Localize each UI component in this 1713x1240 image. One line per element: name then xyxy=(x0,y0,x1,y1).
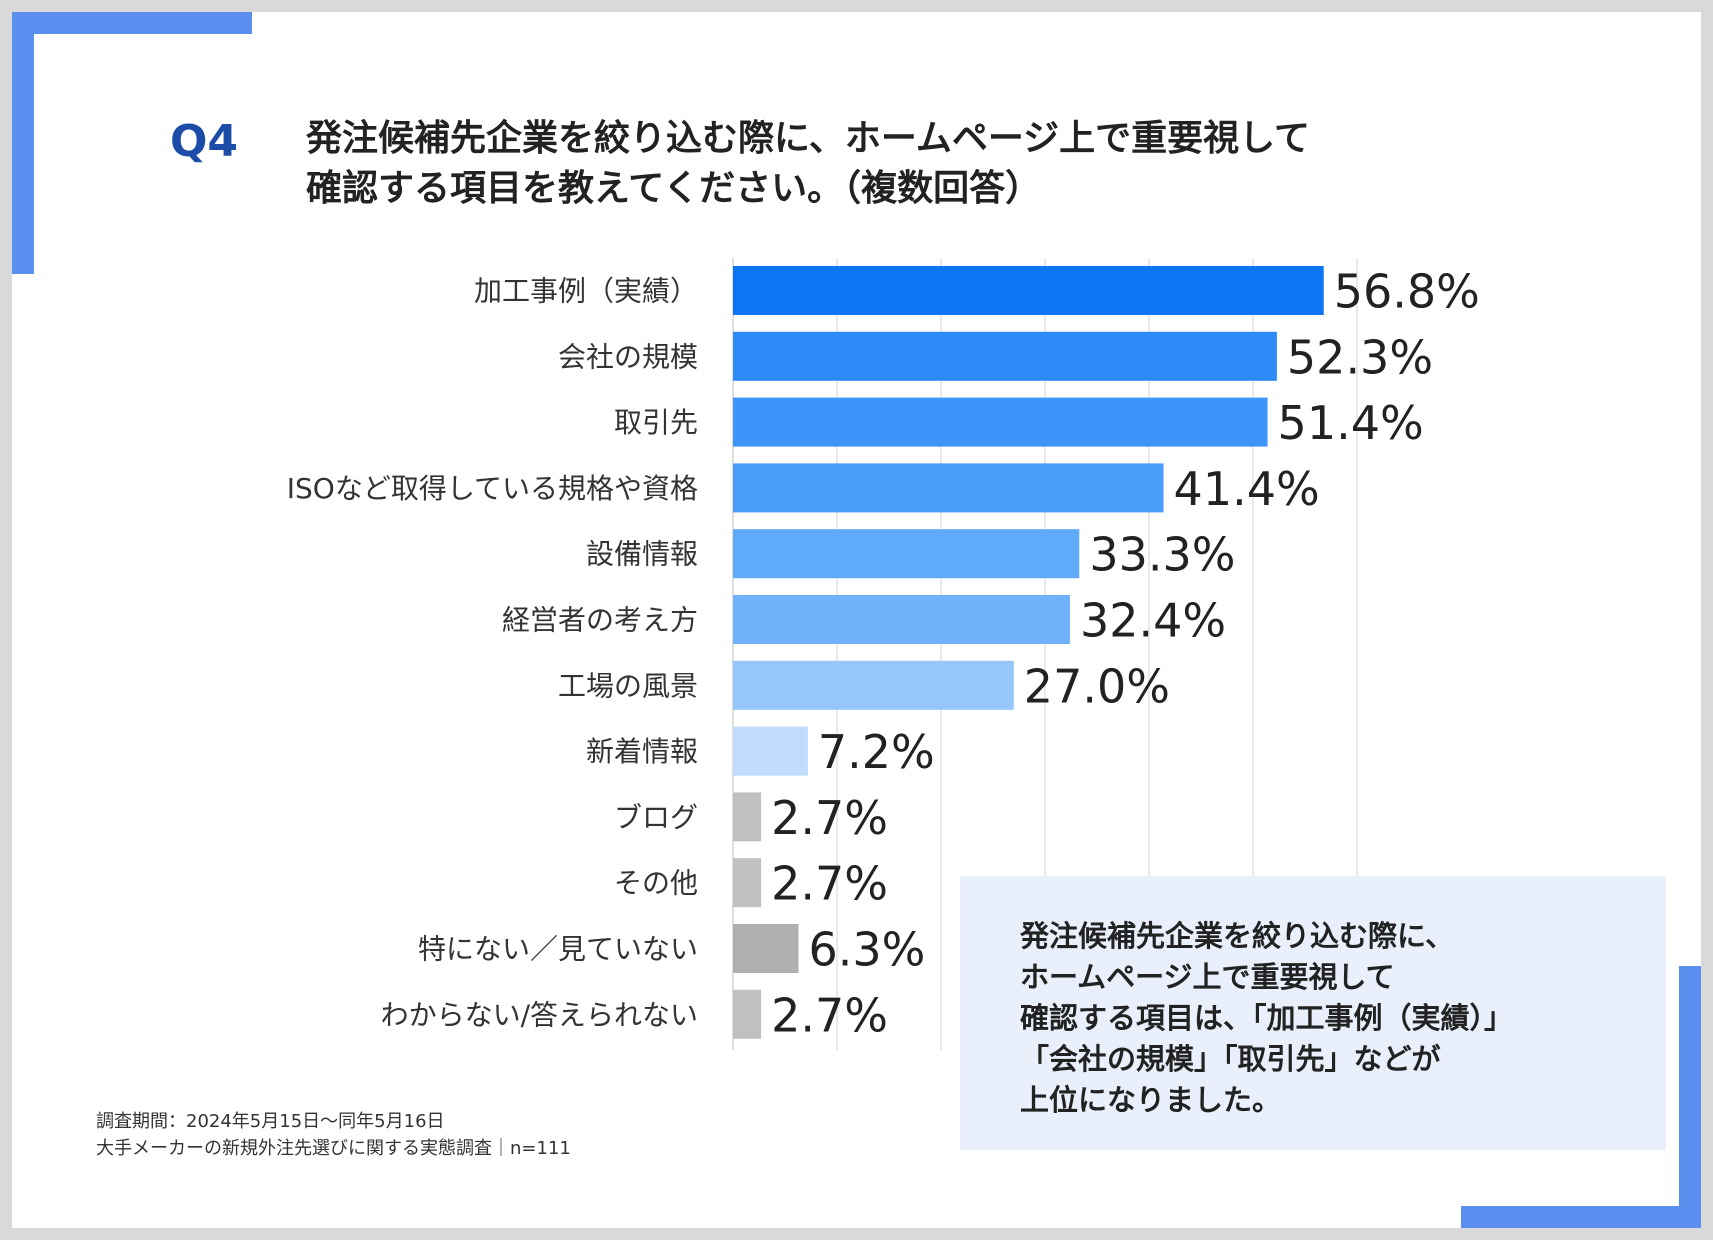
summary-line2: ホームページ上で重要視して xyxy=(1020,960,1395,994)
question-title: 発注候補先企業を絞り込む際に、ホームページ上で重要視して 確認する項目を教えてく… xyxy=(306,114,1506,214)
corner-accent-bottom-right-horizontal xyxy=(1461,1206,1701,1228)
survey-name: 大手メーカーの新規外注先選びに関する実態調査｜n=111 xyxy=(96,1138,571,1159)
question-title-line1: 発注候補先企業を絞り込む際に、ホームページ上で重要視して xyxy=(306,118,1311,159)
footnote: 調査期間：2024年5月15日～同年5月16日 大手メーカーの新規外注先選びに関… xyxy=(96,1108,571,1162)
corner-accent-top-left xyxy=(12,12,34,274)
summary-line4: 「会社の規模」「取引先」などが xyxy=(1020,1042,1441,1076)
summary-line3: 確認する項目は、「加工事例（実績）」 xyxy=(1020,1001,1514,1035)
summary-line1: 発注候補先企業を絞り込む際に、 xyxy=(1020,919,1455,953)
corner-accent-top-left-horizontal xyxy=(12,12,252,34)
question-title-line2: 確認する項目を教えてください。（複数回答） xyxy=(306,168,1042,209)
summary-box: 発注候補先企業を絞り込む際に、 ホームページ上で重要視して 確認する項目は、「加… xyxy=(960,876,1666,1150)
summary-line5: 上位になりました。 xyxy=(1020,1083,1282,1117)
question-label: Q4 xyxy=(170,116,239,167)
survey-period: 調査期間：2024年5月15日～同年5月16日 xyxy=(96,1111,445,1132)
summary-text: 発注候補先企業を絞り込む際に、 ホームページ上で重要視して 確認する項目は、「加… xyxy=(1020,916,1640,1121)
corner-accent-bottom-right xyxy=(1679,966,1701,1228)
